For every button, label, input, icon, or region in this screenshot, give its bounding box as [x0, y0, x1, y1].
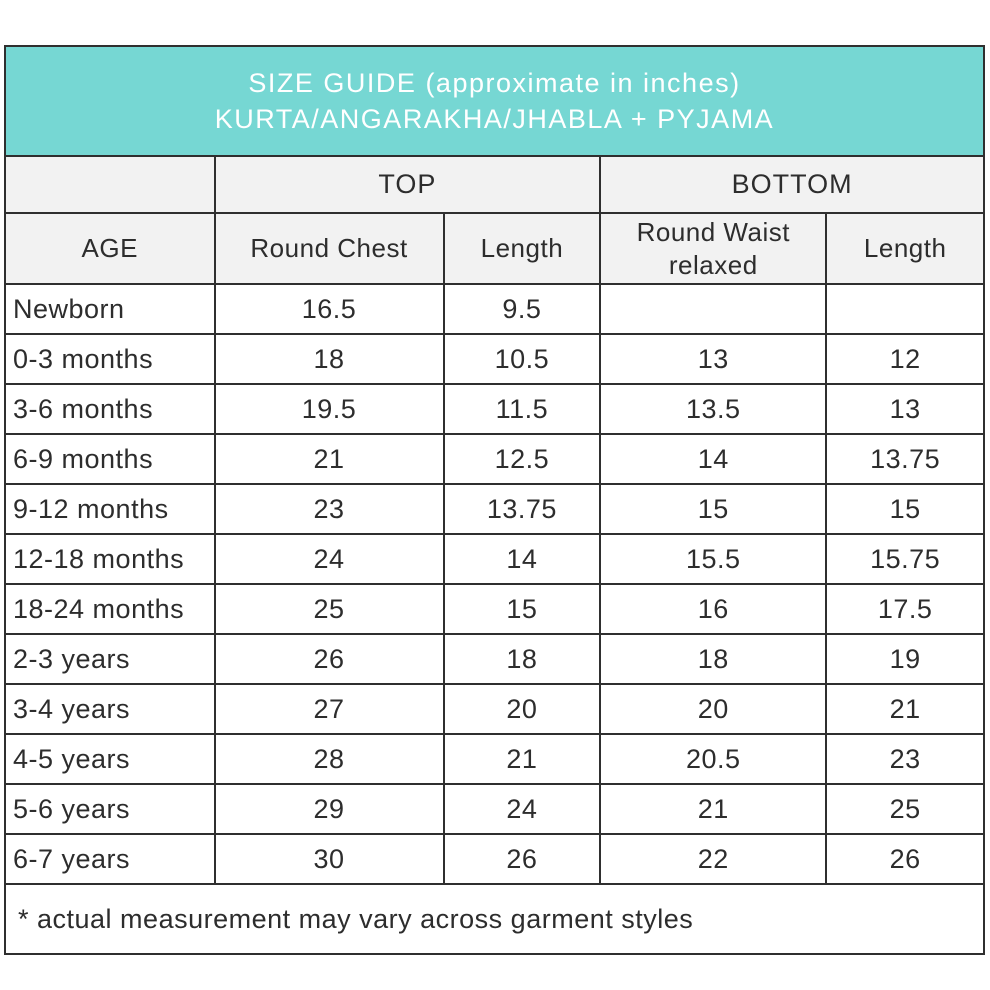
bottom-length-cell: 19: [825, 633, 985, 685]
bottom-length-cell: 13: [825, 383, 985, 435]
round-chest-cell: 30: [213, 833, 445, 885]
round-waist-cell: 13: [599, 333, 828, 385]
round-waist-cell: 13.5: [599, 383, 828, 435]
round-chest-cell: 27: [213, 683, 445, 735]
round-waist-cell: 20.5: [599, 733, 828, 785]
bottom-length-cell: 21: [825, 683, 985, 735]
bottom-length-cell: [825, 283, 985, 335]
top-length-cell: 14: [442, 533, 602, 585]
bottom-length-cell: 12: [825, 333, 985, 385]
table-row: 0-3 months 18 10.5 13 12: [4, 333, 985, 385]
table-row: 12-18 months 24 14 15.5 15.75: [4, 533, 985, 585]
age-cell: 12-18 months: [4, 533, 216, 585]
top-length-cell: 9.5: [442, 283, 602, 335]
group-header-empty: [4, 155, 216, 214]
footnote-text: * actual measurement may vary across gar…: [4, 883, 985, 955]
top-length-cell: 11.5: [442, 383, 602, 435]
top-length-cell: 10.5: [442, 333, 602, 385]
age-cell: 3-6 months: [4, 383, 216, 435]
age-cell: 6-7 years: [4, 833, 216, 885]
age-cell: 6-9 months: [4, 433, 216, 485]
column-group-row: TOP BOTTOM: [4, 155, 985, 214]
age-cell: Newborn: [4, 283, 216, 335]
table-subtitle: KURTA/ANGARAKHA/JHABLA + PYJAMA: [214, 104, 775, 134]
round-chest-cell: 29: [213, 783, 445, 835]
table-row: 6-7 years 30 26 22 26: [4, 833, 985, 885]
round-waist-cell: 15: [599, 483, 828, 535]
top-length-cell: 21: [442, 733, 602, 785]
table-row: 2-3 years 26 18 18 19: [4, 633, 985, 685]
top-length-cell: 24: [442, 783, 602, 835]
top-length-cell: 15: [442, 583, 602, 635]
bottom-length-cell: 15: [825, 483, 985, 535]
age-cell: 5-6 years: [4, 783, 216, 835]
round-waist-cell: 14: [599, 433, 828, 485]
round-chest-cell: 26: [213, 633, 445, 685]
age-cell: 9-12 months: [4, 483, 216, 535]
table-title: SIZE GUIDE (approximate in inches): [248, 67, 741, 98]
group-header-bottom: BOTTOM: [599, 155, 985, 214]
round-waist-cell: 16: [599, 583, 828, 635]
round-chest-cell: 23: [213, 483, 445, 535]
table-row: 3-4 years 27 20 20 21: [4, 683, 985, 735]
table-row: 5-6 years 29 24 21 25: [4, 783, 985, 835]
round-waist-cell: 20: [599, 683, 828, 735]
size-guide-table: SIZE GUIDE (approximate in inches) KURTA…: [4, 45, 985, 955]
round-waist-cell: 18: [599, 633, 828, 685]
round-chest-cell: 25: [213, 583, 445, 635]
age-cell: 18-24 months: [4, 583, 216, 635]
column-header-row: AGE Round Chest Length Round Waist relax…: [4, 212, 985, 285]
age-cell: 4-5 years: [4, 733, 216, 785]
table-row: 9-12 months 23 13.75 15 15: [4, 483, 985, 535]
bottom-length-cell: 23: [825, 733, 985, 785]
table-title-cell: SIZE GUIDE (approximate in inches) KURTA…: [4, 45, 985, 157]
round-chest-cell: 28: [213, 733, 445, 785]
table-row: Newborn 16.5 9.5: [4, 283, 985, 335]
round-waist-cell: 21: [599, 783, 828, 835]
column-header-top-length: Length: [442, 212, 602, 285]
group-header-top: TOP: [213, 155, 602, 214]
column-header-round-chest: Round Chest: [213, 212, 445, 285]
footnote-row: * actual measurement may vary across gar…: [4, 883, 985, 955]
top-length-cell: 18: [442, 633, 602, 685]
age-cell: 2-3 years: [4, 633, 216, 685]
round-chest-cell: 19.5: [213, 383, 445, 435]
table-row: 18-24 months 25 15 16 17.5: [4, 583, 985, 635]
round-waist-cell: 22: [599, 833, 828, 885]
column-header-bottom-length: Length: [825, 212, 985, 285]
top-length-cell: 26: [442, 833, 602, 885]
age-cell: 0-3 months: [4, 333, 216, 385]
round-chest-cell: 16.5: [213, 283, 445, 335]
top-length-cell: 13.75: [442, 483, 602, 535]
table-row: 3-6 months 19.5 11.5 13.5 13: [4, 383, 985, 435]
column-header-age: AGE: [4, 212, 216, 285]
age-cell: 3-4 years: [4, 683, 216, 735]
bottom-length-cell: 13.75: [825, 433, 985, 485]
round-waist-cell: [599, 283, 828, 335]
bottom-length-cell: 17.5: [825, 583, 985, 635]
table-row: 4-5 years 28 21 20.5 23: [4, 733, 985, 785]
bottom-length-cell: 15.75: [825, 533, 985, 585]
column-header-round-waist: Round Waist relaxed: [599, 212, 828, 285]
table-row: 6-9 months 21 12.5 14 13.75: [4, 433, 985, 485]
top-length-cell: 12.5: [442, 433, 602, 485]
round-chest-cell: 24: [213, 533, 445, 585]
bottom-length-cell: 25: [825, 783, 985, 835]
bottom-length-cell: 26: [825, 833, 985, 885]
round-chest-cell: 18: [213, 333, 445, 385]
round-chest-cell: 21: [213, 433, 445, 485]
round-waist-cell: 15.5: [599, 533, 828, 585]
top-length-cell: 20: [442, 683, 602, 735]
title-band: SIZE GUIDE (approximate in inches) KURTA…: [4, 45, 985, 157]
